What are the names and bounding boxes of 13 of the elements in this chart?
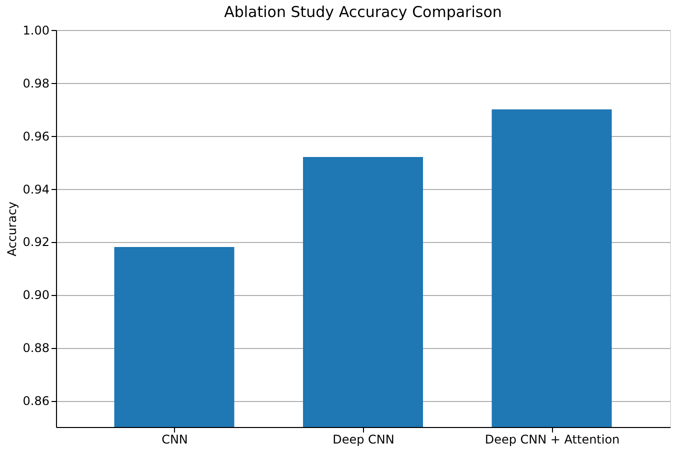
- y-tick-label: 0.96: [22, 129, 50, 144]
- y-tick-label: 0.86: [22, 394, 50, 408]
- y-axis-title: Accuracy: [4, 202, 19, 256]
- x-tick-label: Deep CNN: [332, 432, 394, 446]
- y-tick-label: 0.90: [22, 288, 50, 302]
- y-tick-label: 0.94: [22, 182, 50, 196]
- x-tick-label: CNN: [162, 432, 188, 446]
- x-tick-label: Deep CNN + Attention: [484, 432, 620, 446]
- chart-title: Ablation Study Accuracy Comparison: [224, 3, 502, 21]
- y-tick-label: 0.98: [22, 76, 50, 90]
- y-tick-label: 0.92: [22, 235, 50, 250]
- y-tick-label: 1.00: [22, 24, 50, 38]
- y-tick-label: 0.88: [22, 341, 50, 356]
